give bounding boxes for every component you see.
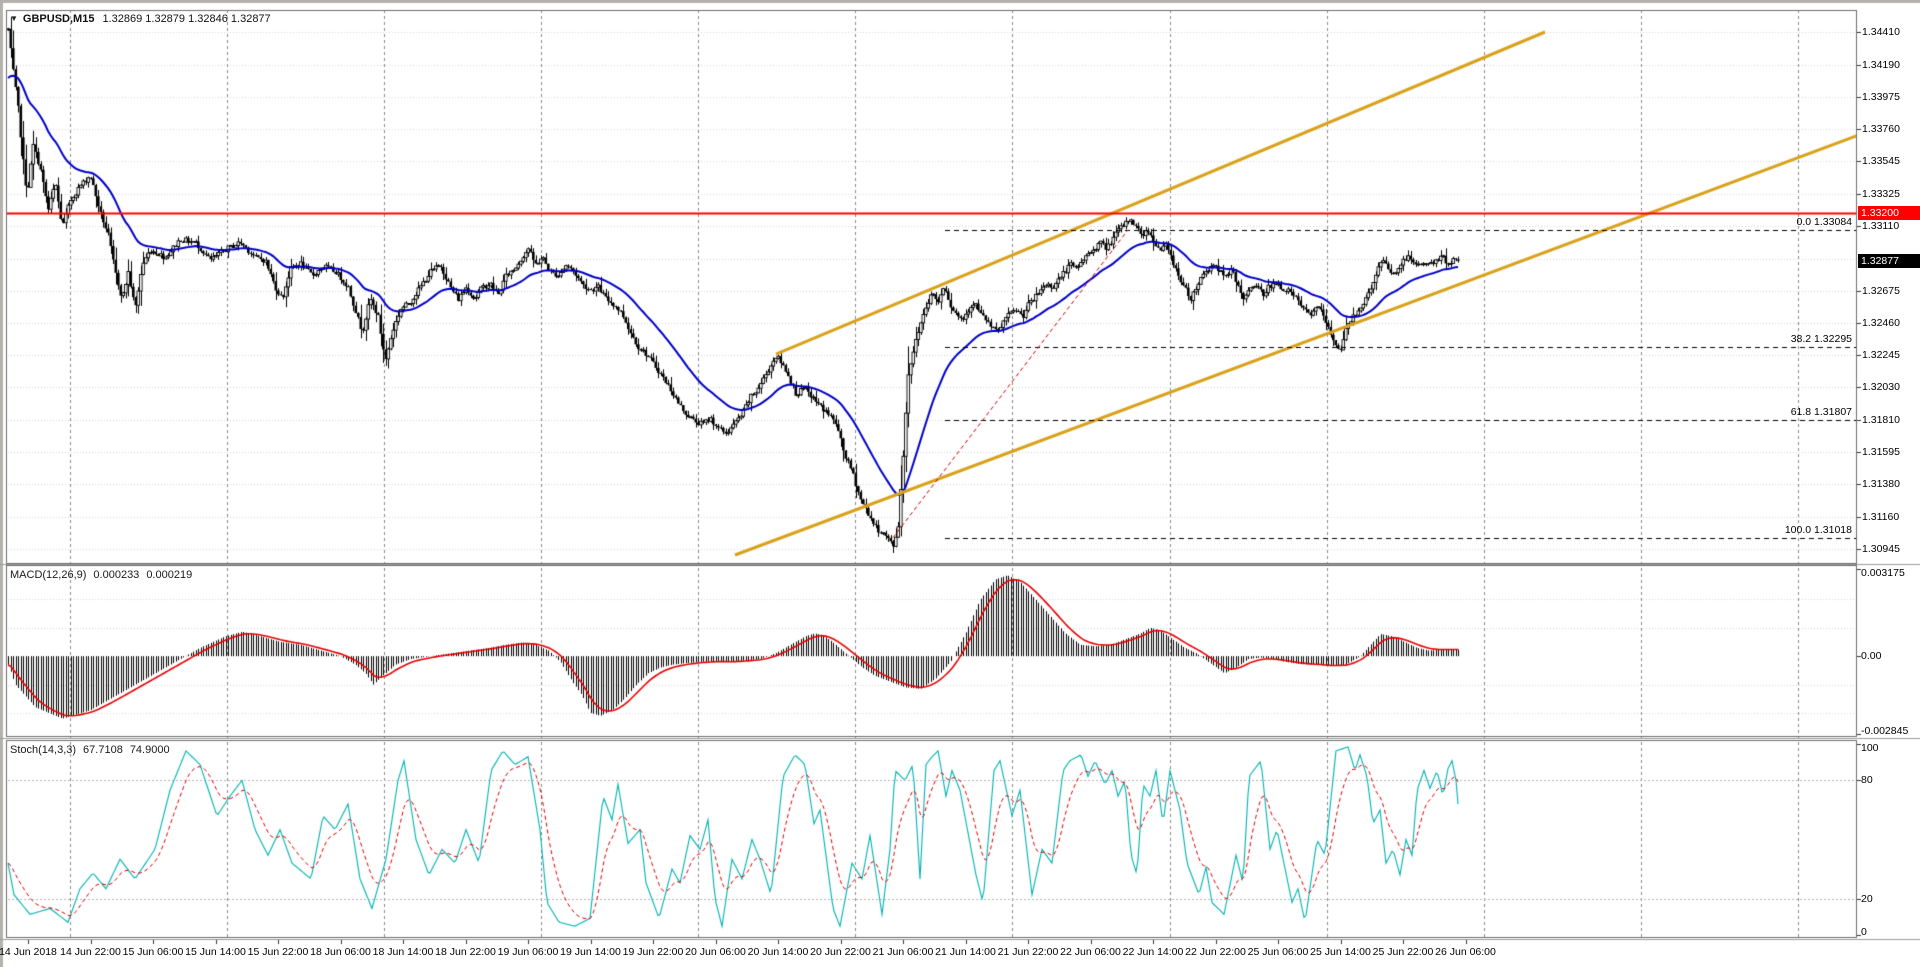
symbol-label: GBPUSD,M15 [22, 13, 95, 25]
time-axis-label: 15 Jun 06:00 [122, 946, 184, 958]
time-axis-label: 22 Jun 06:00 [1060, 946, 1121, 958]
stoch-indicator-label: Stoch(14,3,3) 67.7108 74.9000 [10, 744, 177, 756]
time-axis-label: 20 Jun 22:00 [810, 946, 871, 958]
fib-level-label: 100.0 1.31018 [1784, 523, 1852, 536]
stoch-axis-label: 100 [1861, 742, 1879, 754]
macd-signal-value: 0.000219 [146, 569, 193, 581]
symbol-dropdown-icon[interactable]: ▼ [10, 14, 18, 23]
price-axis-label: 1.33975 [1862, 91, 1900, 104]
price-axis-label: 1.33110 [1862, 220, 1900, 232]
time-axis-label: 15 Jun 14:00 [185, 946, 246, 958]
fib-level-label: 61.8 1.31807 [1790, 406, 1852, 419]
time-axis-label: 21 Jun 06:00 [872, 946, 934, 958]
time-axis-label: 14 Jun 2018 [0, 946, 57, 958]
stoch-axis-label: 0 [1861, 926, 1867, 938]
time-axis-label: 19 Jun 22:00 [622, 946, 684, 958]
price-axis-label: 1.32460 [1862, 316, 1900, 329]
time-axis-label: 22 Jun 14:00 [1122, 946, 1184, 958]
macd-main-value: 0.000233 [93, 569, 140, 581]
stoch-axis-label: 80 [1861, 774, 1873, 787]
price-axis-label: 1.30945 [1862, 542, 1900, 555]
macd-indicator-label: MACD(12,26,9) 0.000233 0.000219 [10, 569, 199, 581]
time-axis-label: 20 Jun 14:00 [747, 946, 809, 958]
time-axis-label: 25 Jun 14:00 [1310, 946, 1371, 958]
price-axis-label: 1.32030 [1862, 380, 1900, 393]
macd-label-text: MACD(12,26,9) [10, 569, 87, 581]
fib-level-label: 38.2 1.32295 [1790, 333, 1852, 346]
time-axis-label: 21 Jun 14:00 [935, 946, 996, 958]
price-axis-label: 1.33325 [1862, 187, 1900, 200]
fib-level-label: 0.0 1.33084 [1796, 215, 1852, 228]
ohlc-values: 1.32869 1.32879 1.32846 1.32877 [102, 13, 271, 25]
time-axis-label: 26 Jun 06:00 [1435, 946, 1496, 958]
stoch-label-text: Stoch(14,3,3) [10, 744, 77, 756]
time-axis-label: 25 Jun 22:00 [1372, 946, 1434, 958]
time-axis-label: 15 Jun 22:00 [247, 946, 309, 958]
stoch-axis-label: 20 [1861, 892, 1873, 905]
price-axis-label: 1.33760 [1862, 123, 1900, 136]
price-axis-label: 1.31595 [1862, 445, 1900, 458]
time-axis-label: 14 Jun 22:00 [60, 946, 121, 958]
price-axis-label: 1.32245 [1862, 348, 1900, 361]
price-axis-label: 1.31810 [1862, 413, 1900, 426]
price-axis-label: 1.31380 [1862, 477, 1900, 490]
stoch-d-value: 74.9000 [129, 744, 170, 756]
macd-axis-label: -0.002845 [1861, 725, 1909, 737]
time-axis-label: 25 Jun 06:00 [1247, 946, 1309, 958]
price-axis-label: 1.31160 [1862, 510, 1900, 523]
price-axis-label: 1.32675 [1862, 284, 1900, 297]
current-price-badge: 1.32877 [1858, 253, 1920, 268]
time-axis-label: 20 Jun 06:00 [685, 946, 746, 958]
time-axis-label: 19 Jun 14:00 [560, 946, 621, 958]
time-axis-label: 22 Jun 22:00 [1185, 946, 1246, 958]
chart-title: ▼ GBPUSD,M15 1.32869 1.32879 1.32846 1.328… [10, 13, 271, 25]
stoch-k-value: 67.7108 [83, 744, 123, 756]
red-hline-price-badge: 1.33200 [1858, 205, 1920, 220]
time-axis-label: 18 Jun 14:00 [372, 946, 434, 958]
price-axis-label: 1.33545 [1862, 155, 1900, 168]
time-axis-label: 18 Jun 22:00 [435, 946, 496, 958]
macd-axis-label: 0.00 [1861, 650, 1882, 663]
macd-axis-label: 0.003175 [1861, 567, 1905, 579]
time-axis-label: 18 Jun 06:00 [310, 946, 371, 958]
time-axis-label: 21 Jun 22:00 [997, 946, 1059, 958]
price-axis-label: 1.34190 [1862, 59, 1900, 72]
time-axis-label: 19 Jun 06:00 [497, 946, 559, 958]
price-axis-label: 1.34410 [1862, 26, 1900, 39]
